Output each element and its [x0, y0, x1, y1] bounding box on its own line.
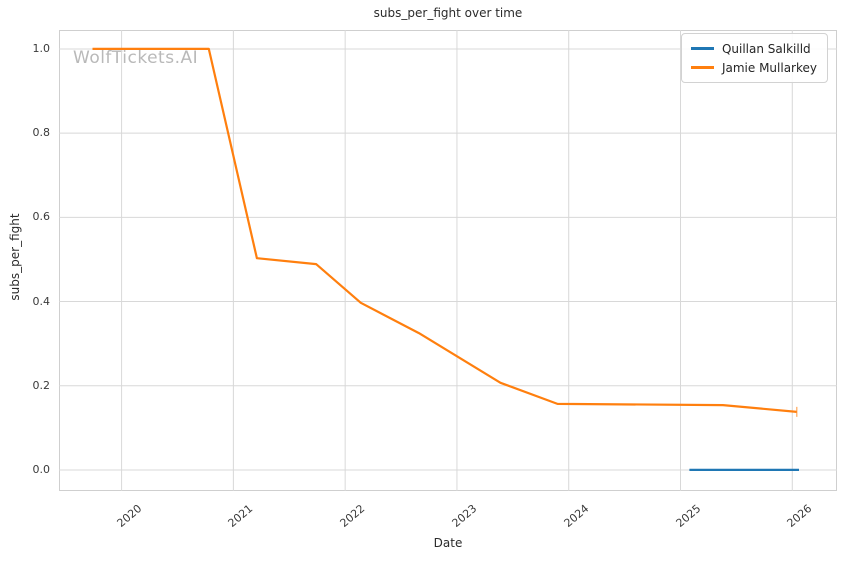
y-tick-label: 0.8	[32, 126, 51, 140]
y-tick-label: 0.6	[32, 210, 51, 224]
y-tick-label: 0.0	[32, 462, 51, 476]
legend: Quillan Salkilld Jamie Mullarkey	[680, 33, 828, 83]
y-tick-label: 0.2	[32, 378, 51, 392]
chart-title: subs_per_fight over time	[373, 6, 523, 20]
legend-item: Jamie Mullarkey	[690, 58, 817, 77]
y-tick-label: 0.4	[32, 294, 51, 308]
plot-canvas	[59, 30, 837, 491]
watermark: WolfTickets.AI	[73, 48, 199, 68]
plot-area: WolfTickets.AI Quillan Salkilld Jamie Mul…	[59, 30, 837, 491]
legend-line-swatch	[690, 47, 714, 50]
x-axis-label: Date	[433, 536, 463, 550]
y-tick-label: 1.0	[32, 41, 51, 55]
series-line-1	[92, 47, 797, 413]
legend-item: Quillan Salkilld	[690, 39, 817, 58]
legend-label: Quillan Salkilld	[721, 41, 811, 56]
legend-line-swatch	[690, 66, 714, 69]
legend-label: Jamie Mullarkey	[721, 60, 817, 75]
